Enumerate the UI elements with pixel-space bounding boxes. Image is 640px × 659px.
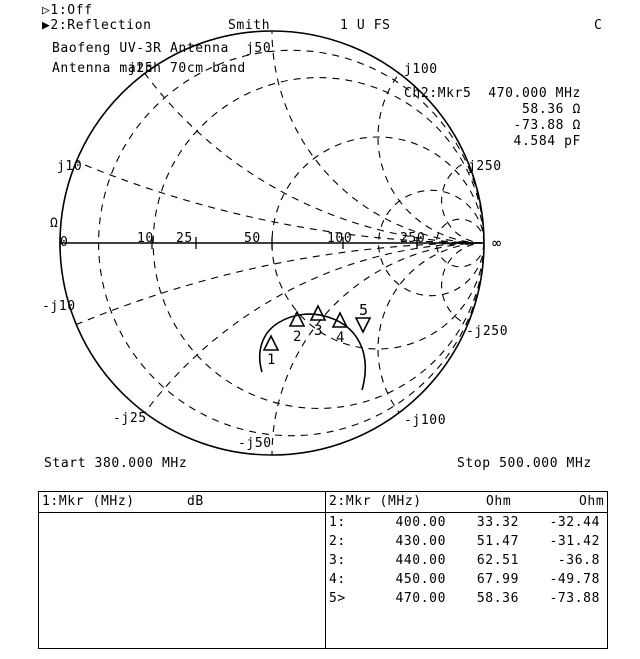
marker-table-row[interactable]: 3: 440.00 62.51 -36.8 <box>326 551 607 570</box>
row-marker-index: 3: <box>329 553 346 568</box>
row-frequency: 400.00 <box>395 515 446 530</box>
header-2-unit2: Ohm <box>579 494 605 509</box>
row-resistance: 51.47 <box>476 534 519 549</box>
marker-readout-capacitance: 4.584 pF <box>513 134 581 149</box>
grid-label-j25: j25 <box>128 61 154 76</box>
marker-2[interactable]: 2 <box>288 310 306 345</box>
row-reactance: -73.88 <box>549 591 600 606</box>
row-frequency: 430.00 <box>395 534 446 549</box>
row-reactance: -49.78 <box>549 572 600 587</box>
grid-label-j50: j50 <box>246 41 272 56</box>
smith-chart-grid <box>59 30 485 456</box>
header-2-unit1: Ohm <box>486 494 512 509</box>
marker-readout-resistance: 58.36 Ω <box>521 102 581 117</box>
row-resistance: 33.32 <box>476 515 519 530</box>
marker-table-channel-2: 2:Mkr (MHz) Ohm Ohm 1: 400.00 33.32 -32.44 2… <box>326 492 607 648</box>
marker-overlay: 1 2 3 4 5 <box>262 301 372 368</box>
marker-1-label: 1 <box>267 352 275 368</box>
header-1-mkr: 1:Mkr (MHz) <box>42 494 135 509</box>
channel-2-status[interactable]: ▶2:Reflection <box>42 18 152 33</box>
marker-3[interactable]: 3 <box>309 304 327 339</box>
grid-label-minus-j50: -j50 <box>238 436 272 451</box>
marker-4-label: 4 <box>336 330 344 346</box>
marker-3-label: 3 <box>314 323 322 339</box>
marker-table-channel-1: 1:Mkr (MHz) dB <box>39 492 326 648</box>
row-marker-index: 5> <box>329 591 346 606</box>
marker-table-row[interactable]: 2: 430.00 51.47 -31.42 <box>326 532 607 551</box>
marker-2-label: 2 <box>293 329 301 345</box>
row-resistance: 62.51 <box>476 553 519 568</box>
marker-5-label: 5 <box>359 301 368 319</box>
marker-readout-reactance: -73.88 Ω <box>513 118 581 133</box>
grid-label-r50: 50 <box>244 231 261 246</box>
grid-label-minus-j100: -j100 <box>404 413 447 428</box>
channel-1-status[interactable]: ▷1:Off <box>42 3 93 18</box>
header-2-mkr: 2:Mkr (MHz) <box>329 494 422 509</box>
row-frequency: 450.00 <box>395 572 446 587</box>
row-marker-index: 1: <box>329 515 346 530</box>
trace-title-line-1: Baofeng UV-3R Antenna <box>52 41 229 56</box>
row-frequency: 440.00 <box>395 553 446 568</box>
marker-table-row[interactable]: 4: 450.00 67.99 -49.78 <box>326 570 607 589</box>
grid-label-minus-j25: -j25 <box>113 411 147 426</box>
row-marker-index: 4: <box>329 572 346 587</box>
grid-label-j250: j250 <box>468 159 502 174</box>
format-label[interactable]: Smith <box>228 18 271 33</box>
grid-label-minus-j250: -j250 <box>466 324 509 339</box>
scale-label[interactable]: 1 U FS <box>340 18 391 33</box>
row-resistance: 67.99 <box>476 572 519 587</box>
marker-5-triangle-icon[interactable] <box>354 317 372 334</box>
row-reactance: -32.44 <box>549 515 600 530</box>
marker-table-header-2: 2:Mkr (MHz) Ohm Ohm <box>326 492 607 513</box>
row-resistance: 58.36 <box>476 591 519 606</box>
grid-label-r0: 0 <box>60 235 69 250</box>
grid-label-r10: 10 <box>137 231 154 246</box>
marker-2-triangle-icon[interactable] <box>288 310 306 327</box>
marker-4[interactable]: 4 <box>331 311 349 346</box>
marker-readout-frequency: Ch2:Mkr5 470.000 MHz <box>404 86 581 101</box>
marker-table-body-2: 1: 400.00 33.32 -32.44 2: 430.00 51.47 -31.42 3:… <box>326 513 607 608</box>
grid-label-ohm-unit: Ω <box>50 216 59 231</box>
marker-table-header-1: 1:Mkr (MHz) dB <box>39 492 325 513</box>
marker-3-triangle-icon[interactable] <box>309 304 327 321</box>
trace-title-line-2: Antenna match 70cm band <box>52 61 246 76</box>
grid-label-minus-j10: -j10 <box>42 299 76 314</box>
smith-constant-x-arcs <box>60 31 484 455</box>
grid-label-r250: 250 <box>400 231 426 246</box>
grid-label-j10: j10 <box>57 159 83 174</box>
row-reactance: -31.42 <box>549 534 600 549</box>
smith-trace <box>258 313 367 391</box>
marker-table-row[interactable]: 5> 470.00 58.36 -73.88 <box>326 589 607 608</box>
header-1-unit: dB <box>187 494 204 509</box>
active-marker-readout: Ch2:Mkr5 470.000 MHz 58.36 Ω -73.88 Ω 4.… <box>404 86 581 150</box>
sweep-start-frequency[interactable]: Start 380.000 MHz <box>44 456 188 471</box>
marker-4-triangle-icon[interactable] <box>331 311 349 328</box>
marker-1-triangle-icon[interactable] <box>262 334 280 351</box>
row-reactance: -36.8 <box>557 553 600 568</box>
grid-label-infinity: ∞ <box>492 234 502 252</box>
marker-5-active[interactable]: 5 <box>354 301 372 334</box>
correction-status: C <box>594 18 603 33</box>
grid-label-r25: 25 <box>176 231 193 246</box>
smith-axis-ticks <box>59 237 418 249</box>
grid-label-r100: 100 <box>327 231 353 246</box>
marker-table-row[interactable]: 1: 400.00 33.32 -32.44 <box>326 513 607 532</box>
grid-label-j100: j100 <box>404 62 438 77</box>
reflection-trace-path <box>258 313 367 391</box>
marker-table: 1:Mkr (MHz) dB 2:Mkr (MHz) Ohm Ohm 1: 400… <box>38 491 608 649</box>
row-frequency: 470.00 <box>395 591 446 606</box>
sweep-stop-frequency[interactable]: Stop 500.000 MHz <box>457 456 592 471</box>
row-marker-index: 2: <box>329 534 346 549</box>
marker-1[interactable]: 1 <box>262 334 280 368</box>
